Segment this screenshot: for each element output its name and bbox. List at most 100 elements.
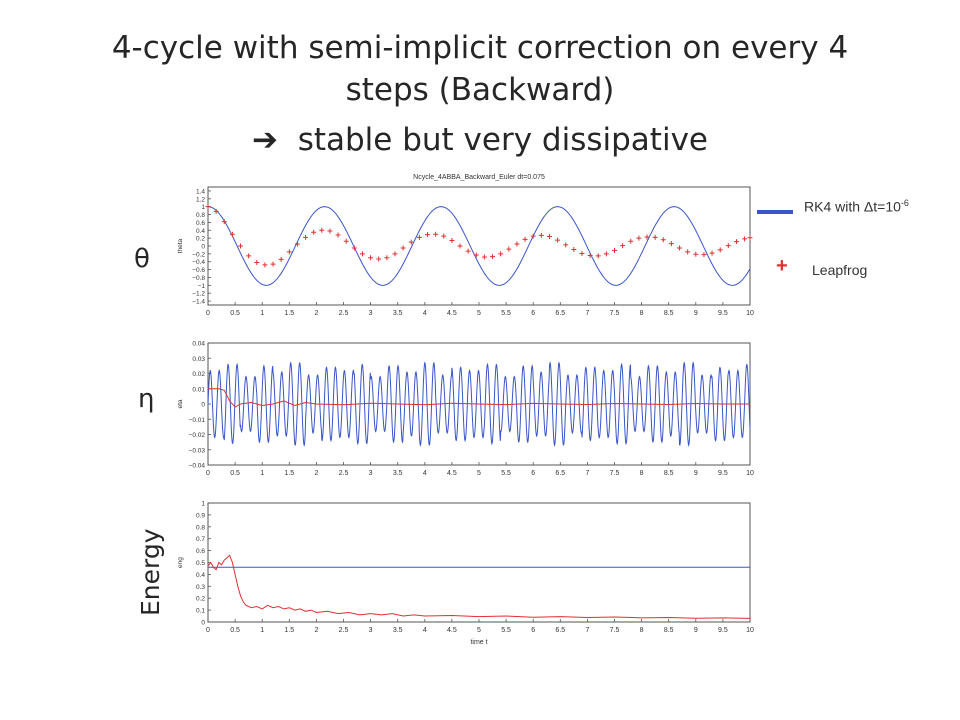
- leapfrog-marker: [717, 247, 723, 253]
- x-tick-label: 4.5: [447, 627, 457, 634]
- y-tick-label: 0.4: [196, 572, 205, 579]
- y-tick-label: 0: [201, 244, 205, 251]
- x-tick-label: 8: [640, 470, 644, 477]
- x-tick-label: 5.5: [501, 310, 511, 317]
- slide-title-line-2: steps (Backward): [345, 72, 615, 108]
- leapfrog-marker: [693, 251, 699, 257]
- leapfrog-marker: [425, 232, 431, 238]
- y-tick-label: −0.6: [192, 267, 205, 274]
- y-tick-label: 0.6: [196, 548, 205, 555]
- leapfrog-marker: [221, 219, 227, 225]
- leapfrog-marker: [563, 242, 569, 248]
- leapfrog-marker: [278, 256, 284, 262]
- x-tick-label: 1.5: [284, 627, 294, 634]
- leapfrog-series-line: [208, 388, 750, 408]
- x-tick-label: 1.5: [284, 470, 294, 477]
- y-tick-label: 0: [201, 620, 205, 627]
- x-tick-label: 3: [369, 627, 373, 634]
- y-axis-label: theta: [177, 238, 184, 253]
- y-tick-label: 0.9: [196, 512, 205, 519]
- leapfrog-marker: [213, 208, 219, 214]
- x-tick-label: 0.5: [230, 627, 240, 634]
- leapfrog-marker: [725, 243, 731, 249]
- leapfrog-marker: [254, 260, 260, 266]
- leapfrog-marker: [335, 232, 341, 238]
- leapfrog-marker: [441, 233, 447, 239]
- leapfrog-marker: [522, 236, 528, 242]
- x-tick-label: 6: [531, 470, 535, 477]
- y-tick-label: 0.6: [196, 220, 205, 227]
- leapfrog-marker: [303, 234, 309, 240]
- leapfrog-marker: [262, 262, 268, 268]
- leapfrog-marker: [709, 250, 715, 256]
- y-tick-label: 0.5: [196, 560, 205, 567]
- x-tick-label: 6.5: [555, 627, 565, 634]
- x-tick-label: 7: [585, 310, 589, 317]
- y-tick-label: 0.4: [196, 228, 205, 235]
- x-tick-label: 10: [746, 310, 754, 317]
- x-tick-label: 9: [694, 470, 698, 477]
- x-tick-label: 5.5: [501, 627, 511, 634]
- leapfrog-marker: [457, 243, 463, 249]
- x-tick-label: 10: [746, 627, 754, 634]
- rk4-series-line: [207, 361, 751, 447]
- legend-leapfrog-marker: +: [776, 255, 788, 277]
- leapfrog-marker: [742, 236, 748, 242]
- x-tick-label: 5: [477, 310, 481, 317]
- x-tick-label: 8.5: [664, 470, 674, 477]
- leapfrog-marker: [465, 248, 471, 254]
- leapfrog-marker: [392, 251, 398, 257]
- x-tick-label: 1: [260, 310, 264, 317]
- y-tick-label: −0.01: [189, 417, 206, 424]
- y-tick-label: 0.3: [196, 584, 205, 591]
- x-tick-label: 8.5: [664, 627, 674, 634]
- y-tick-label: −1.4: [192, 299, 205, 306]
- x-tick-label: 8: [640, 627, 644, 634]
- y-tick-label: −0.2: [192, 251, 205, 258]
- x-tick-label: 9.5: [718, 627, 728, 634]
- leapfrog-marker: [628, 238, 634, 244]
- x-tick-label: 3: [369, 470, 373, 477]
- y-tick-label: −1: [198, 283, 206, 290]
- x-tick-label: 0.5: [230, 310, 240, 317]
- x-tick-label: 2.5: [339, 627, 349, 634]
- leapfrog-marker: [733, 239, 739, 245]
- leapfrog-marker: [473, 252, 479, 258]
- y-tick-label: 1: [201, 204, 205, 211]
- leapfrog-marker: [238, 243, 244, 249]
- x-tick-label: 5: [477, 470, 481, 477]
- y-tick-label: −1.2: [192, 291, 205, 298]
- leapfrog-marker: [246, 253, 252, 259]
- slide-title-line-3: ➔ stable but very dissipative: [40, 119, 920, 161]
- x-tick-label: 2: [314, 310, 318, 317]
- y-tick-label: 1.2: [196, 196, 205, 203]
- leapfrog-marker: [595, 253, 601, 259]
- x-tick-label: 9: [694, 627, 698, 634]
- leapfrog-marker: [677, 245, 683, 251]
- leapfrog-marker: [368, 255, 374, 261]
- leapfrog-marker: [498, 251, 504, 257]
- leapfrog-marker: [327, 228, 333, 234]
- x-tick-label: 2.5: [339, 470, 349, 477]
- leapfrog-marker: [351, 245, 357, 251]
- leapfrog-marker: [400, 245, 406, 251]
- x-tick-label: 2: [314, 627, 318, 634]
- leapfrog-marker: [579, 250, 585, 256]
- leapfrog-marker: [587, 252, 593, 258]
- x-tick-label: 4.5: [447, 310, 457, 317]
- x-tick-label: 4: [423, 310, 427, 317]
- leapfrog-marker: [449, 237, 455, 243]
- leapfrog-marker: [416, 234, 422, 240]
- x-tick-label: 4: [423, 470, 427, 477]
- y-tick-label: −0.04: [189, 463, 206, 470]
- leapfrog-marker: [384, 255, 390, 261]
- leapfrog-marker: [644, 234, 650, 240]
- x-tick-label: 1: [260, 627, 264, 634]
- legend-rk4-exponent: -6: [900, 198, 909, 208]
- y-tick-label: −0.4: [192, 259, 205, 266]
- leapfrog-marker: [514, 241, 520, 247]
- x-tick-label: 3.5: [393, 310, 403, 317]
- legend-rk4-swatch: [757, 210, 793, 214]
- y-tick-label: 0.04: [192, 341, 205, 348]
- leapfrog-marker: [311, 229, 317, 235]
